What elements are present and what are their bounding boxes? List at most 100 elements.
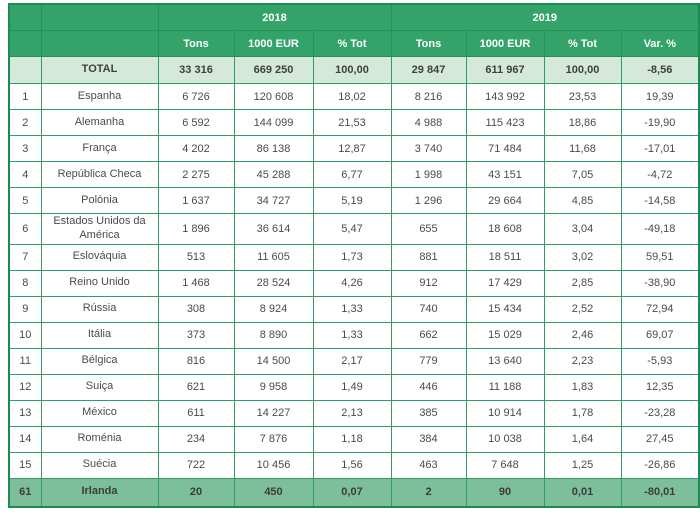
value-cell: -4,72 [620, 161, 700, 188]
value-cell: 43 151 [465, 161, 545, 188]
table-row: 7 Eslováquia 513 11 605 1,73 881 18 511 3,02 59,… [8, 243, 700, 271]
table-row: 61 Irlanda 20 450 0,07 2 90 0,01 -80,01 [8, 477, 700, 507]
value-cell: 8 924 [233, 295, 314, 323]
value-cell: 2,52 [543, 295, 622, 323]
country-cell: Eslováquia [40, 243, 159, 271]
country-cell: Reino Unido [40, 269, 159, 297]
rank-cell: 5 [8, 187, 42, 214]
value-cell: 33 316 [157, 56, 235, 84]
country-cell: Irlanda [40, 477, 159, 507]
col-header-eur-2018: 1000 EUR [233, 30, 314, 57]
table-row: 5 Polónia 1 637 34 727 5,19 1 296 29 664 4,85 -1… [8, 187, 700, 214]
value-cell: 1,18 [312, 425, 392, 453]
value-cell: 2 [390, 477, 467, 507]
value-cell: 1 998 [390, 161, 467, 188]
value-cell: 1 896 [157, 213, 235, 245]
value-cell: 621 [157, 373, 235, 401]
year-header-2018: 2018 [157, 3, 392, 31]
country-cell: Suiça [40, 373, 159, 401]
table-row: 15 Suécia 722 10 456 1,56 463 7 648 1,25 -26,86 [8, 451, 700, 479]
value-cell: 2,46 [543, 321, 622, 349]
value-cell: 21,53 [312, 109, 392, 136]
value-cell: 18,86 [543, 109, 622, 136]
value-cell: 2,23 [543, 347, 622, 375]
value-cell: 36 614 [233, 213, 314, 245]
country-cell: TOTAL [40, 56, 159, 84]
col-header-pct-2019: % Tot [543, 30, 622, 57]
value-cell: -17,01 [620, 135, 700, 162]
value-cell: 10 038 [465, 425, 545, 453]
table-row: 4 República Checa 2 275 45 288 6,77 1 998 43 1… [8, 161, 700, 188]
value-cell: 59,51 [620, 243, 700, 271]
value-cell: 18 511 [465, 243, 545, 271]
value-cell: 0,07 [312, 477, 392, 507]
value-cell: 5,47 [312, 213, 392, 245]
value-cell: -8,56 [620, 56, 700, 84]
value-cell: 662 [390, 321, 467, 349]
value-cell: 10 456 [233, 451, 314, 479]
rank-cell: 7 [8, 243, 42, 271]
value-cell: 881 [390, 243, 467, 271]
country-cell: México [40, 399, 159, 427]
value-cell: 1,83 [543, 373, 622, 401]
value-cell: 3,04 [543, 213, 622, 245]
value-cell: 7 648 [465, 451, 545, 479]
col-header-pct-2018: % Tot [312, 30, 392, 57]
value-cell: 71 484 [465, 135, 545, 162]
rank-cell [8, 56, 42, 84]
value-cell: 14 500 [233, 347, 314, 375]
rank-cell: 11 [8, 347, 42, 375]
value-cell: 14 227 [233, 399, 314, 427]
country-cell: França [40, 135, 159, 162]
table-row: 3 França 4 202 86 138 12,87 3 740 71 484 11,68-… [8, 135, 700, 162]
value-cell: 1 468 [157, 269, 235, 297]
table-header: 2018 2019 Tons 1000 EUR % Tot Tons 1000 … [8, 3, 700, 57]
value-cell: 779 [390, 347, 467, 375]
table-row: 10 Itália 373 8 890 1,33 662 15 029 2,46 69,07 [8, 321, 700, 349]
value-cell: -80,01 [620, 477, 700, 507]
value-cell: 6 592 [157, 109, 235, 136]
value-cell: 912 [390, 269, 467, 297]
corner-cell-rank [8, 3, 42, 31]
country-cell: Estados Unidos da América [40, 213, 159, 245]
country-cell: Suécia [40, 451, 159, 479]
value-cell: 3 740 [390, 135, 467, 162]
value-cell: -49,18 [620, 213, 700, 245]
value-cell: 1,25 [543, 451, 622, 479]
value-cell: 6,77 [312, 161, 392, 188]
country-cell: Roménia [40, 425, 159, 453]
country-cell: Espanha [40, 83, 159, 110]
value-cell: -26,86 [620, 451, 700, 479]
value-cell: 669 250 [233, 56, 314, 84]
value-cell: 4,85 [543, 187, 622, 214]
value-cell: 11 605 [233, 243, 314, 271]
value-cell: 7 876 [233, 425, 314, 453]
value-cell: 3,02 [543, 243, 622, 271]
value-cell: 115 423 [465, 109, 545, 136]
value-cell: 373 [157, 321, 235, 349]
value-cell: 120 608 [233, 83, 314, 110]
rank-cell: 8 [8, 269, 42, 297]
value-cell: -19,90 [620, 109, 700, 136]
value-cell: -14,58 [620, 187, 700, 214]
value-cell: 2,85 [543, 269, 622, 297]
value-cell: 100,00 [312, 56, 392, 84]
value-cell: 513 [157, 243, 235, 271]
value-cell: 7,05 [543, 161, 622, 188]
value-cell: 4 202 [157, 135, 235, 162]
rank-cell: 4 [8, 161, 42, 188]
table-row: 1 Espanha 6 726 120 608 18,02 8 216 143 992 23,… [8, 83, 700, 110]
rank-cell: 12 [8, 373, 42, 401]
value-cell: 72,94 [620, 295, 700, 323]
value-cell: 4 988 [390, 109, 467, 136]
value-cell: 13 640 [465, 347, 545, 375]
value-cell: 28 524 [233, 269, 314, 297]
value-cell: 1,33 [312, 321, 392, 349]
value-cell: 34 727 [233, 187, 314, 214]
country-export-table: 2018 2019 Tons 1000 EUR % Tot Tons 1000 … [8, 3, 700, 508]
value-cell: 234 [157, 425, 235, 453]
table-row: 9 Rússia 308 8 924 1,33 740 15 434 2,52 72,94 [8, 295, 700, 323]
value-cell: 0,01 [543, 477, 622, 507]
value-cell: 45 288 [233, 161, 314, 188]
value-cell: 8 890 [233, 321, 314, 349]
